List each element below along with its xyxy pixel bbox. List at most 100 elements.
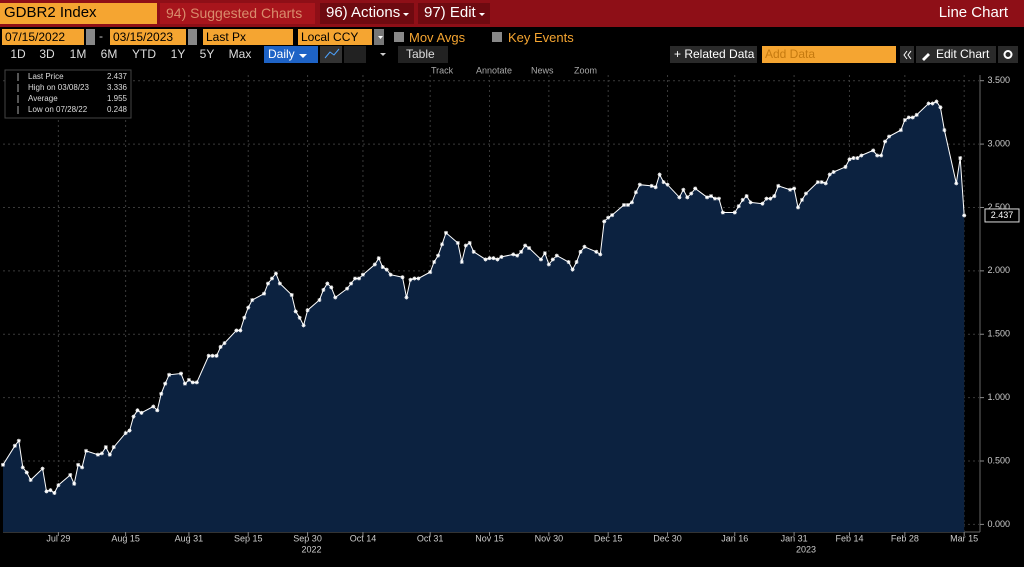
point-marker — [760, 201, 765, 206]
suggested-charts[interactable]: 94) Suggested Charts — [160, 3, 315, 24]
point-marker — [76, 462, 81, 467]
point-marker — [709, 194, 714, 199]
point-marker — [56, 483, 61, 488]
view-title: Line Chart — [938, 4, 1008, 21]
point-marker — [412, 276, 417, 281]
period-buttons: 1D 3D 1M 6M YTD 1Y 5Y Max — [4, 46, 262, 63]
point-marker — [578, 249, 583, 254]
point-marker — [942, 128, 947, 133]
point-marker — [471, 249, 476, 254]
legend-label: Last Price — [28, 72, 64, 81]
point-marker — [262, 291, 267, 296]
point-marker — [28, 478, 33, 483]
point-marker — [131, 414, 136, 419]
point-marker — [803, 191, 808, 196]
calendar-button[interactable] — [86, 29, 95, 45]
point-marker — [467, 240, 472, 245]
point-marker — [190, 380, 195, 385]
point-marker — [459, 259, 464, 264]
x-tick-label: Oct 31 — [417, 533, 444, 543]
point-marker — [301, 323, 306, 328]
end-date[interactable]: 03/15/2023 — [110, 29, 186, 45]
actions-menu[interactable]: 96) Actions — [320, 3, 414, 24]
point-marker — [629, 200, 634, 205]
security-input[interactable]: GDBR2 Index — [0, 3, 157, 24]
point-marker — [594, 249, 599, 254]
period-button[interactable]: Max — [228, 47, 252, 61]
point-marker — [515, 253, 520, 258]
point-marker — [167, 372, 172, 377]
point-marker — [661, 180, 666, 185]
point-marker — [400, 275, 405, 280]
point-marker — [843, 164, 848, 169]
point-marker — [649, 183, 654, 188]
point-marker — [705, 195, 710, 200]
point-marker — [930, 101, 935, 106]
line-style-button[interactable] — [320, 46, 342, 63]
point-marker — [910, 115, 915, 120]
point-marker — [416, 276, 421, 281]
point-marker — [819, 180, 824, 185]
point-marker — [103, 445, 108, 450]
bar-style-button[interactable] — [344, 46, 366, 63]
period-button[interactable]: 1Y — [170, 47, 186, 61]
point-marker — [151, 404, 156, 409]
point-marker — [250, 298, 255, 303]
checkbox[interactable] — [394, 32, 404, 42]
point-marker — [527, 246, 532, 251]
point-marker — [823, 181, 828, 186]
x-tick-label: Nov 15 — [475, 533, 504, 543]
point-marker — [80, 465, 85, 470]
checkbox[interactable] — [492, 32, 502, 42]
point-marker — [222, 341, 227, 346]
start-date[interactable]: 07/15/2022 — [2, 29, 84, 45]
period-button[interactable]: 6M — [100, 47, 118, 61]
point-marker — [831, 169, 836, 174]
edit-chart[interactable]: Edit Chart — [916, 46, 996, 63]
point-marker — [610, 213, 615, 218]
point-marker — [855, 156, 860, 161]
point-marker — [875, 153, 880, 158]
point-marker — [622, 202, 627, 207]
point-marker — [12, 443, 17, 448]
point-marker — [440, 242, 445, 247]
point-marker — [234, 328, 239, 333]
x-tick-label: Feb 14 — [835, 533, 863, 543]
period-button[interactable]: YTD — [132, 47, 156, 61]
point-marker — [40, 466, 45, 471]
frequency-select[interactable]: Daily — [264, 46, 318, 63]
point-marker — [325, 281, 330, 286]
point-marker — [851, 156, 856, 161]
related-data[interactable]: + Related Data — [670, 46, 757, 63]
period-button[interactable]: 3D — [39, 47, 55, 61]
add-data-input[interactable]: Add Data — [762, 46, 896, 63]
point-marker — [436, 253, 441, 258]
y-tick-label: 2.500 — [987, 202, 1010, 212]
point-marker — [736, 204, 741, 209]
point-marker — [444, 230, 449, 235]
point-marker — [625, 202, 630, 207]
edit-menu[interactable]: 97) Edit — [418, 3, 490, 24]
area — [3, 101, 965, 532]
point-marker — [483, 257, 488, 262]
legend-box — [4, 69, 132, 119]
chart-tool: Zoom — [574, 65, 597, 75]
period-button[interactable]: 1D — [10, 47, 26, 61]
y-tick-label: 1.000 — [987, 392, 1010, 402]
point-marker — [800, 197, 805, 202]
currency-select[interactable]: Local CCY — [298, 29, 372, 45]
point-marker — [788, 187, 793, 192]
calendar-button[interactable] — [188, 29, 197, 45]
point-marker — [432, 259, 437, 264]
period-button[interactable]: 1M — [69, 47, 87, 61]
table-button[interactable]: Table — [398, 46, 448, 63]
period-button[interactable]: 5Y — [199, 47, 215, 61]
settings-button[interactable] — [998, 46, 1018, 63]
point-marker — [871, 148, 876, 153]
point-marker — [293, 309, 298, 314]
mov-avgs[interactable]: Mov Avgs — [409, 30, 466, 45]
point-marker — [712, 196, 717, 201]
point-marker — [938, 105, 943, 110]
key-events[interactable]: Key Events — [508, 30, 574, 45]
field-select[interactable]: Last Px — [203, 29, 293, 45]
